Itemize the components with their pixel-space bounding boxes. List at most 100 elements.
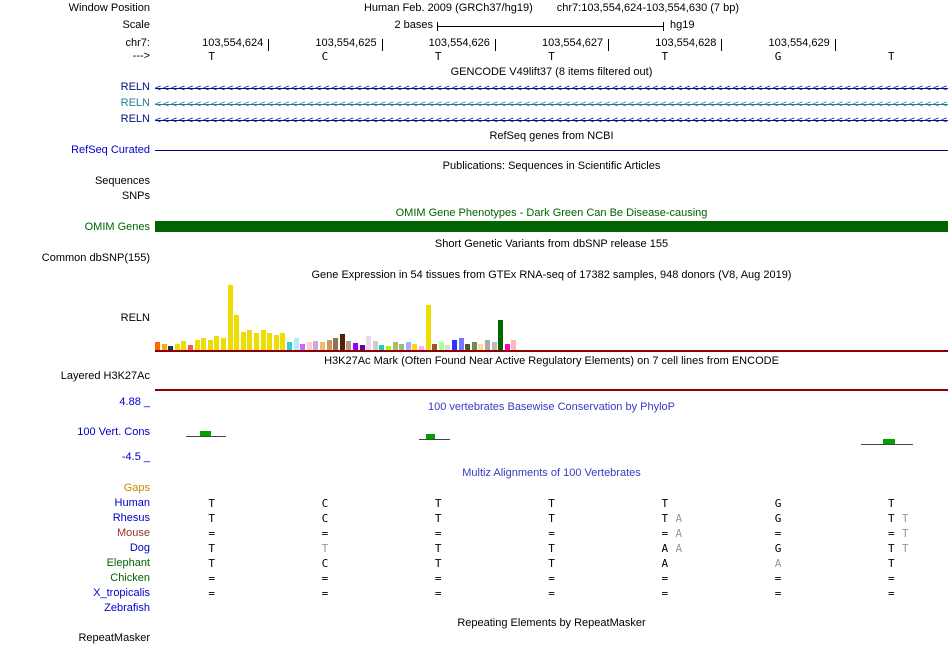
gencode-transcript-label[interactable]: RELN — [120, 81, 150, 93]
track-label-refseq-curated[interactable]: RefSeq Curated — [71, 144, 150, 156]
cons-max-tick-label: 4.88 _ — [119, 396, 150, 408]
gtex-bar — [247, 330, 253, 350]
multiz-species-label[interactable]: Zebrafish — [104, 602, 150, 614]
gencode-transcript-arrows[interactable]: <<<<<<<<<<<<<<<<<<<<<<<<<<<<<<<<<<<<<<<<… — [155, 115, 948, 126]
gtex-bar — [161, 344, 167, 350]
multiz-species-label[interactable]: X_tropicalis — [93, 587, 150, 599]
multiz-base: = — [774, 587, 782, 600]
cons-zero-line — [861, 444, 913, 445]
multiz-base: = — [434, 587, 442, 600]
track-label-sequences[interactable]: Sequences — [94, 175, 150, 187]
gtex-bar — [227, 285, 233, 350]
cons-score-bar — [883, 439, 895, 444]
gtex-bar — [392, 342, 398, 350]
multiz-species-label[interactable]: Human — [114, 497, 150, 509]
cons-min-tick-label: -4.5 _ — [121, 451, 150, 463]
track-title-cons[interactable]: 100 vertebrates Basewise Conservation by… — [427, 401, 676, 413]
multiz-base: T — [208, 512, 215, 525]
gtex-bar — [280, 333, 286, 350]
gtex-baseline[interactable] — [155, 350, 948, 352]
gencode-transcript-arrows[interactable]: <<<<<<<<<<<<<<<<<<<<<<<<<<<<<<<<<<<<<<<<… — [155, 99, 948, 110]
track-label-100-vert-cons[interactable]: 100 Vert. Cons — [77, 426, 150, 438]
multiz-base: = — [661, 587, 669, 600]
gencode-transcript-label[interactable]: RELN — [120, 113, 150, 125]
track-title-repeatmasker[interactable]: Repeating Elements by RepeatMasker — [457, 617, 646, 629]
ruler-tick-label: 103,554,626 — [428, 37, 490, 49]
cons-zero-line — [186, 436, 226, 437]
multiz-base: = — [321, 572, 329, 585]
multiz-species-label[interactable]: Elephant — [106, 557, 150, 569]
omim-genes-track[interactable] — [155, 221, 948, 232]
gtex-bar — [485, 340, 490, 350]
ruler-tick — [608, 39, 610, 51]
track-title-h3k27ac[interactable]: H3K27Ac Mark (Often Found Near Active Re… — [324, 355, 779, 367]
multiz-base: A — [661, 557, 669, 570]
track-title-gtex[interactable]: Gene Expression in 54 tissues from GTEx … — [311, 269, 792, 281]
track-label-layered-h3k27ac[interactable]: Layered H3K27Ac — [60, 370, 150, 382]
ruler-tick — [494, 39, 496, 51]
sequence-base: T — [888, 50, 895, 63]
gtex-bar — [188, 345, 193, 350]
gtex-bar — [155, 342, 160, 350]
track-label-omim-genes[interactable]: OMIM Genes — [84, 221, 150, 233]
gtex-bar — [372, 341, 378, 350]
scale-bar-tick-left — [437, 22, 438, 31]
gtex-bar — [412, 344, 418, 350]
sequence-base: T — [661, 50, 669, 63]
gtex-bar — [419, 346, 424, 350]
multiz-base: T — [434, 557, 442, 570]
track-title-dbsnp[interactable]: Short Genetic Variants from dbSNP releas… — [434, 238, 669, 250]
scale-value: 2 bases — [394, 19, 433, 31]
track-title-publications[interactable]: Publications: Sequences in Scientific Ar… — [442, 160, 661, 172]
track-label-snps[interactable]: SNPs — [121, 190, 150, 202]
multiz-base: C — [321, 557, 329, 570]
gtex-bar — [346, 341, 352, 350]
multiz-base: = — [661, 572, 669, 585]
multiz-base: T — [888, 557, 895, 570]
multiz-base: = — [548, 587, 555, 600]
multiz-base: T — [661, 512, 669, 525]
ruler-tick-label: 103,554,627 — [541, 37, 604, 49]
track-title-multiz[interactable]: Multiz Alignments of 100 Vertebrates — [462, 467, 641, 479]
track-title-gencode[interactable]: GENCODE V49lift37 (8 items filtered out) — [450, 66, 653, 78]
gencode-transcript-line[interactable] — [155, 120, 948, 121]
gtex-bar — [339, 334, 345, 350]
multiz-base: = — [661, 527, 669, 540]
ruler-tick-label: 103,554,629 — [768, 37, 830, 49]
multiz-species-label[interactable]: Gaps — [123, 482, 150, 494]
multiz-base: T — [434, 512, 442, 525]
gencode-transcript-line[interactable] — [155, 88, 948, 89]
multiz-species-label[interactable]: Mouse — [116, 527, 150, 539]
refseq-curated-track[interactable] — [155, 150, 948, 151]
track-title-omim[interactable]: OMIM Gene Phenotypes - Dark Green Can Be… — [395, 207, 708, 219]
h3k27ac-track-baseline[interactable] — [155, 389, 948, 391]
cons-score-bar — [200, 431, 211, 436]
gtex-bar — [207, 340, 213, 350]
track-label-gtex-gene[interactable]: RELN — [120, 312, 150, 324]
multiz-base: T — [548, 512, 555, 525]
gencode-transcript-arrows[interactable]: <<<<<<<<<<<<<<<<<<<<<<<<<<<<<<<<<<<<<<<<… — [155, 83, 948, 94]
sequence-base: G — [774, 50, 782, 63]
track-label-repeatmasker[interactable]: RepeatMasker — [78, 632, 150, 644]
ruler-tick-label: 103,554,625 — [315, 37, 377, 49]
multiz-species-label[interactable]: Dog — [129, 542, 150, 554]
position-header: Human Feb. 2009 (GRCh37/hg19) chr7:103,5… — [155, 2, 948, 15]
multiz-base: T — [548, 542, 555, 555]
multiz-base: A — [661, 542, 669, 555]
gtex-bar — [359, 345, 365, 350]
multiz-species-label[interactable]: Rhesus — [112, 512, 150, 524]
gencode-transcript-label[interactable]: RELN — [120, 97, 150, 109]
multiz-base: T — [208, 542, 215, 555]
ruler-tick-label: 103,554,624 — [202, 37, 264, 49]
track-label-common-dbsnp[interactable]: Common dbSNP(155) — [41, 252, 150, 264]
gencode-transcript-line[interactable] — [155, 104, 948, 105]
multiz-base: = — [434, 572, 442, 585]
track-title-refseq[interactable]: RefSeq genes from NCBI — [489, 130, 614, 142]
multiz-species-label[interactable]: Chicken — [110, 572, 150, 584]
gtex-bar — [306, 342, 312, 350]
cons-zero-line — [419, 439, 450, 440]
gtex-bar — [267, 333, 273, 350]
gtex-bar — [326, 340, 332, 350]
multiz-base: = — [888, 587, 895, 600]
gtex-bar — [254, 333, 259, 350]
